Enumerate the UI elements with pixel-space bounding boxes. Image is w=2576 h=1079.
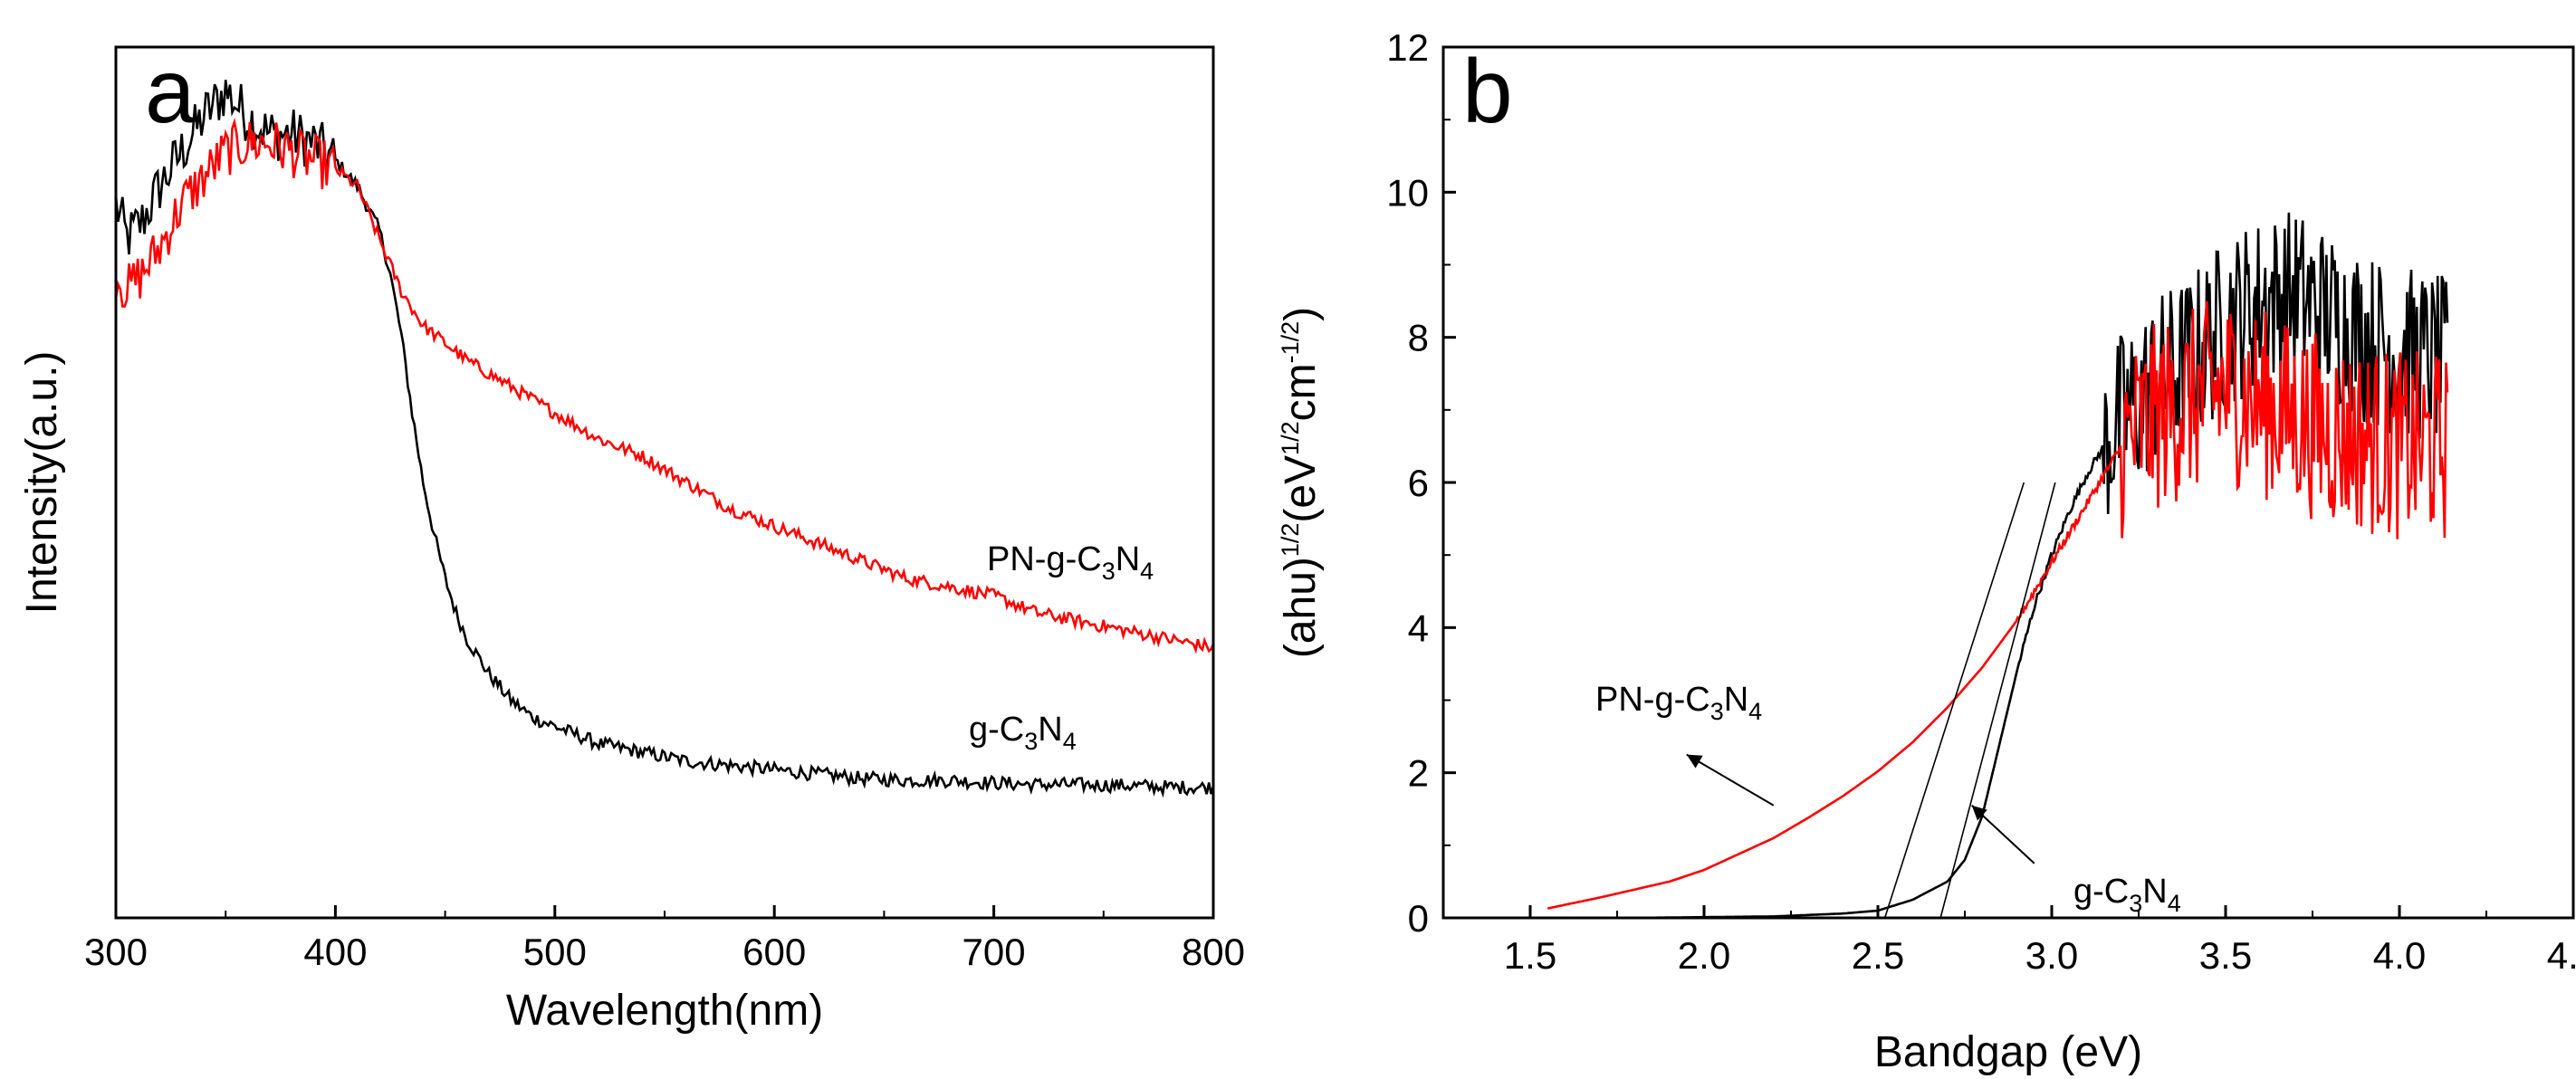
panel-a-ylabel: Intensity(a.u.) xyxy=(18,351,66,615)
panel-a-series xyxy=(114,80,1215,798)
panel-b-ytick-label: 4 xyxy=(1408,606,1429,649)
panel-b-ytick-label: 6 xyxy=(1408,462,1429,504)
panel-b: 1.5 2.0 2.5 3.0 3.5 4.0 4.5 0 2 4 6 8 10 12 b Bandga… xyxy=(1277,26,2576,1076)
panel-b-annotation-pn: PN-g-C3N4 xyxy=(1595,681,1762,725)
panel-b-ytick-label: 12 xyxy=(1386,26,1429,69)
panel-b-arrow-shaft xyxy=(1686,753,1775,807)
panel-a-xtick-label: 400 xyxy=(303,931,367,973)
panel-b-xtick-label: 2.0 xyxy=(1678,934,1730,977)
panel-a-xtick-label: 600 xyxy=(742,931,806,973)
panel-a-xtick-label: 800 xyxy=(1182,931,1245,973)
panel-a-xtick-label: 700 xyxy=(962,931,1026,973)
panel-a-annotation-pn: PN-g-C3N4 xyxy=(987,540,1154,585)
panel-a-label: a xyxy=(145,41,196,142)
panel-b-ytick-label: 2 xyxy=(1408,752,1429,795)
panel-b-tangent-line xyxy=(1939,482,2056,919)
panel-b-xtick-label: 3.0 xyxy=(2025,934,2078,977)
panel-b-x-ticks: 1.5 2.0 2.5 3.0 3.5 4.0 4.5 xyxy=(1504,905,2576,977)
panel-b-tangents xyxy=(1883,482,2056,919)
panel-b-xtick-label: 3.5 xyxy=(2199,934,2252,977)
panel-b-series-pn-g-c3n4 xyxy=(1547,301,2449,910)
panel-b-frame xyxy=(1441,45,2575,920)
panel-a-series-pn-g-c3n4 xyxy=(114,117,1215,654)
panel-a-xlabel: Wavelength(nm) xyxy=(506,987,823,1035)
panel-b-xtick-label: 4.0 xyxy=(2373,934,2426,977)
panel-b-ylabel: (ahu)1/2(eV1/2cm-1/2) xyxy=(1277,307,1325,658)
panel-a-annotation-g: g-C3N4 xyxy=(969,711,1077,755)
panel-b-ytick-label: 0 xyxy=(1408,897,1429,940)
panel-b-label: b xyxy=(1462,41,1513,142)
panel-b-arrow-head xyxy=(1686,754,1703,769)
panel-b-ytick-label: 8 xyxy=(1408,317,1429,359)
panel-b-y-ticks: 0 2 4 6 8 10 12 xyxy=(1386,26,1456,940)
panel-a-xtick-label: 500 xyxy=(523,931,587,973)
panel-b-annotation-g: g-C3N4 xyxy=(2073,873,2181,917)
panel-b-tangent-line xyxy=(1883,482,2025,919)
panel-b-xtick-label: 1.5 xyxy=(1504,934,1556,977)
panel-a-series-g-c3n4 xyxy=(114,80,1215,798)
panel-b-ytick-label: 10 xyxy=(1386,171,1429,214)
panel-a: 300 400 500 600 700 800 a Wavelength(nm) Inte… xyxy=(18,41,1245,1035)
panel-a-x-ticks: 300 400 500 600 700 800 xyxy=(84,905,1245,973)
panel-a-xtick-label: 300 xyxy=(84,931,148,973)
panel-b-xlabel: Bandgap (eV) xyxy=(1874,1028,2142,1076)
panel-b-xtick-label: 2.5 xyxy=(1852,934,1904,977)
panel-b-arrows xyxy=(1686,753,2035,864)
panel-b-xtick-label: 4.5 xyxy=(2547,934,2576,977)
panel-b-arrow-head xyxy=(1971,805,1987,821)
